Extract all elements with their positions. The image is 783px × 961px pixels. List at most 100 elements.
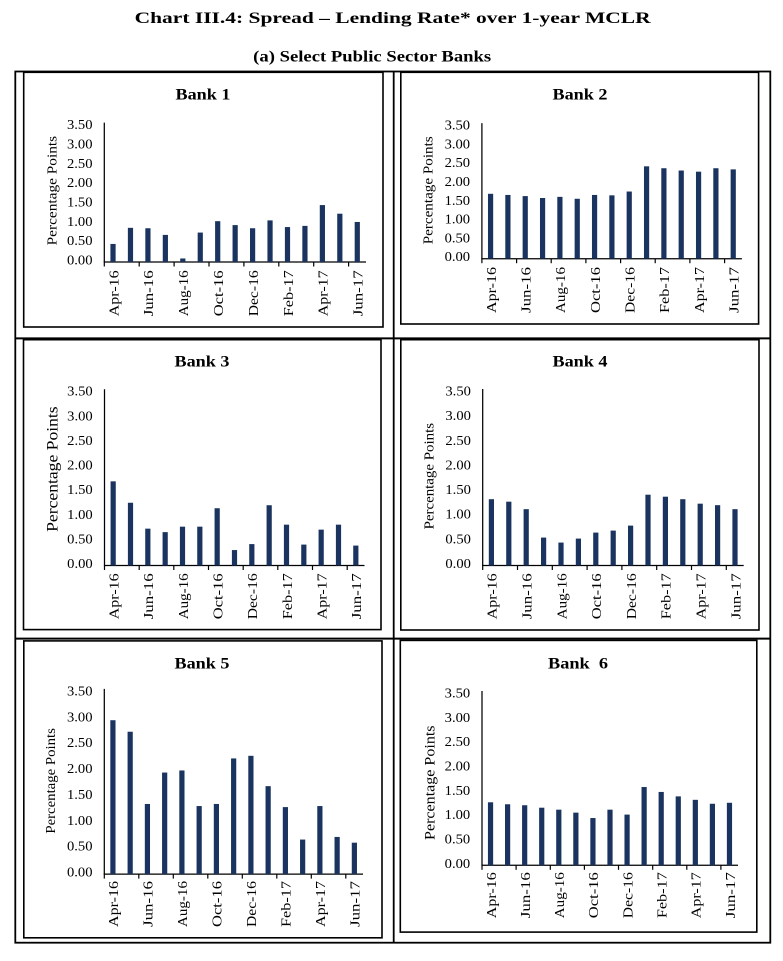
svg-text:Jun-16: Jun-16 — [142, 881, 157, 927]
svg-text:0.00: 0.00 — [445, 249, 471, 264]
svg-text:Aug-16: Aug-16 — [553, 872, 568, 918]
svg-text:0.50: 0.50 — [67, 233, 93, 248]
svg-text:Dec-16: Dec-16 — [247, 270, 262, 316]
svg-text:Bank 5: Bank 5 — [175, 655, 230, 672]
svg-text:Bank 2: Bank 2 — [553, 87, 608, 104]
svg-text:Jun-17: Jun-17 — [352, 270, 367, 316]
svg-text:Feb-17: Feb-17 — [280, 881, 295, 927]
svg-text:Aug-16: Aug-16 — [555, 573, 570, 619]
svg-text:3.50: 3.50 — [67, 117, 93, 132]
svg-text:Apr-16: Apr-16 — [107, 270, 122, 316]
svg-text:0.00: 0.00 — [67, 865, 93, 880]
svg-text:Dec-16: Dec-16 — [624, 267, 639, 313]
svg-text:Percentage Points: Percentage Points — [43, 728, 58, 834]
svg-text:Jun-16: Jun-16 — [520, 267, 535, 313]
svg-text:3.50: 3.50 — [445, 118, 471, 133]
svg-text:Dec-16: Dec-16 — [625, 573, 640, 619]
svg-text:Apr-17: Apr-17 — [317, 270, 332, 316]
svg-text:0.00: 0.00 — [67, 253, 93, 268]
svg-text:3.00: 3.00 — [445, 408, 471, 423]
svg-text:3.50: 3.50 — [67, 384, 93, 399]
svg-text:Apr-17: Apr-17 — [316, 573, 331, 619]
svg-text:0.50: 0.50 — [445, 832, 471, 847]
svg-text:0.50: 0.50 — [67, 839, 93, 854]
svg-text:1.50: 1.50 — [67, 787, 93, 802]
svg-text:1.00: 1.00 — [445, 807, 471, 822]
svg-text:Apr-16: Apr-16 — [107, 881, 122, 927]
svg-text:2.50: 2.50 — [67, 156, 93, 171]
svg-text:3.00: 3.00 — [67, 136, 93, 151]
svg-text:Jun-17: Jun-17 — [728, 267, 743, 313]
svg-text:Oct-16: Oct-16 — [587, 872, 602, 918]
svg-text:1.50: 1.50 — [445, 193, 471, 208]
svg-text:2.00: 2.00 — [67, 175, 93, 190]
svg-text:3.00: 3.00 — [67, 709, 93, 724]
svg-text:Aug-16: Aug-16 — [176, 881, 191, 927]
svg-text:Oct-16: Oct-16 — [212, 270, 227, 316]
svg-text:2.50: 2.50 — [445, 734, 471, 749]
svg-text:Apr-17: Apr-17 — [693, 267, 708, 313]
svg-text:0.50: 0.50 — [445, 230, 471, 245]
svg-text:2.00: 2.00 — [67, 761, 93, 776]
svg-text:Oct-16: Oct-16 — [589, 267, 604, 313]
svg-text:Bank 4: Bank 4 — [553, 353, 608, 370]
svg-text:Percentage Points: Percentage Points — [44, 406, 61, 531]
svg-text:Apr-16: Apr-16 — [485, 872, 500, 918]
svg-text:Feb-17: Feb-17 — [282, 270, 297, 316]
svg-text:2.00: 2.00 — [445, 174, 471, 189]
svg-text:Jun-16: Jun-16 — [521, 573, 536, 619]
svg-text:0.00: 0.00 — [445, 856, 471, 871]
svg-text:3.50: 3.50 — [445, 686, 471, 701]
svg-text:1.50: 1.50 — [445, 482, 471, 497]
svg-text:1.50: 1.50 — [67, 482, 93, 497]
svg-text:2.50: 2.50 — [445, 433, 471, 448]
svg-text:Jun-17: Jun-17 — [724, 872, 739, 918]
svg-text:Feb-17: Feb-17 — [281, 573, 296, 619]
svg-text:Dec-16: Dec-16 — [621, 872, 636, 918]
svg-text:1.00: 1.00 — [445, 507, 471, 522]
svg-text:Percentage Points: Percentage Points — [46, 136, 61, 246]
svg-text:0.50: 0.50 — [445, 531, 471, 546]
svg-text:Apr-16: Apr-16 — [108, 573, 123, 619]
svg-text:(a) Select Public Sector Banks: (a) Select Public Sector Banks — [253, 49, 491, 66]
svg-text:1.00: 1.00 — [445, 212, 471, 227]
svg-text:0.50: 0.50 — [67, 531, 93, 546]
svg-text:0.00: 0.00 — [445, 556, 471, 571]
svg-text:2.00: 2.00 — [445, 457, 471, 472]
svg-text:Chart III.4: Spread – Lending: Chart III.4: Spread – Lending Rate* over… — [135, 10, 652, 27]
svg-text:3.00: 3.00 — [445, 710, 471, 725]
svg-text:Percentage Points: Percentage Points — [423, 725, 439, 840]
svg-text:3.50: 3.50 — [67, 683, 93, 698]
svg-text:Oct-16: Oct-16 — [212, 573, 227, 619]
svg-text:1.50: 1.50 — [67, 195, 93, 210]
svg-text:Apr-17: Apr-17 — [690, 872, 705, 918]
svg-text:Jun-16: Jun-16 — [142, 270, 157, 316]
svg-text:Feb-17: Feb-17 — [660, 573, 675, 619]
svg-text:1.50: 1.50 — [445, 783, 471, 798]
svg-text:Bank 3: Bank 3 — [175, 353, 230, 370]
svg-text:Dec-16: Dec-16 — [245, 881, 260, 927]
svg-text:Apr-17: Apr-17 — [314, 881, 329, 927]
svg-text:Percentage Points: Percentage Points — [421, 136, 436, 244]
svg-text:Oct-16: Oct-16 — [590, 573, 605, 619]
svg-text:Feb-17: Feb-17 — [658, 267, 673, 313]
svg-text:Aug-16: Aug-16 — [554, 267, 569, 313]
svg-text:Bank 6: Bank 6 — [548, 655, 608, 672]
svg-text:1.00: 1.00 — [67, 813, 93, 828]
svg-text:Jun-16: Jun-16 — [142, 573, 157, 619]
svg-text:Jun-16: Jun-16 — [519, 872, 534, 918]
svg-text:Aug-16: Aug-16 — [177, 573, 192, 619]
svg-text:Percentage Points: Percentage Points — [422, 423, 437, 530]
svg-text:2.50: 2.50 — [67, 735, 93, 750]
svg-text:Jun-17: Jun-17 — [349, 881, 364, 927]
svg-text:Aug-16: Aug-16 — [177, 270, 192, 316]
svg-text:Apr-16: Apr-16 — [485, 267, 500, 313]
svg-text:Oct-16: Oct-16 — [211, 881, 226, 927]
svg-text:Apr-17: Apr-17 — [695, 573, 710, 619]
svg-text:2.00: 2.00 — [67, 458, 93, 473]
svg-text:1.00: 1.00 — [67, 507, 93, 522]
svg-text:Bank 1: Bank 1 — [176, 87, 231, 104]
svg-text:1.00: 1.00 — [67, 214, 93, 229]
svg-text:2.50: 2.50 — [445, 155, 471, 170]
svg-text:3.00: 3.00 — [445, 136, 471, 151]
